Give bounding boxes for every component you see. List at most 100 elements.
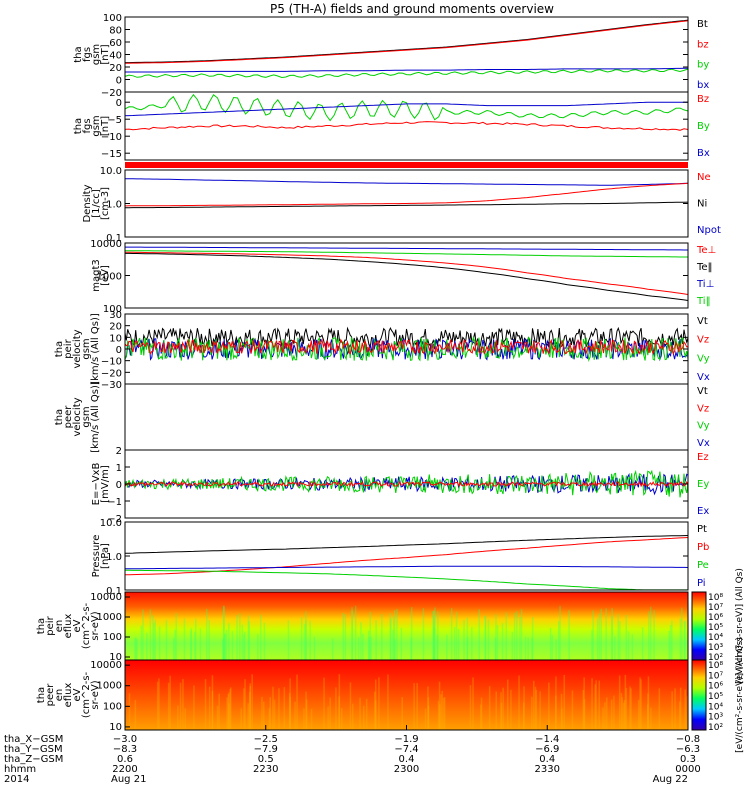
y-axis-label: E=−VxB [91, 463, 102, 506]
y-tick-label: 100 [103, 304, 122, 315]
spectrogram-stripe [534, 686, 537, 730]
spectrogram-stripe [327, 706, 329, 730]
y-axis-label: [cm-3] [100, 187, 111, 220]
legend-label: by [697, 60, 709, 71]
y-axis-label: (cm^2-s- [81, 602, 92, 649]
spectrogram-stripe [507, 679, 509, 730]
series-line-Ti⊥ [125, 246, 688, 251]
y-axis-label: [km/s (All Qs)] [90, 313, 101, 385]
spectrogram-stripe [592, 610, 594, 660]
spectrogram-stripe [471, 627, 473, 660]
series-line-Vz [124, 338, 689, 356]
spectrogram-stripe [625, 615, 627, 660]
x-tick-label: −1.4 [535, 734, 559, 745]
spectrogram-stripe [683, 620, 686, 660]
spectrogram-stripe [627, 631, 630, 660]
spectrogram-stripe [199, 628, 202, 660]
series-line-Npot [124, 178, 689, 186]
spectrogram-stripe [535, 689, 538, 730]
y-tick-label: 0 [116, 345, 122, 356]
colorbar-tick-label: 10⁸ [708, 661, 723, 671]
colorbar-tick-label: 10⁵ [708, 623, 723, 633]
spectrogram-stripe [204, 679, 207, 730]
panel-frame [124, 91, 689, 161]
spectrogram-stripe [598, 613, 601, 660]
spectrogram-stripe [378, 677, 380, 730]
spectrogram-stripe [433, 627, 435, 660]
spectrogram-stripe [551, 635, 553, 660]
spectrogram-stripe [247, 615, 250, 660]
spectrogram-stripe [222, 639, 224, 660]
spectrogram-stripe [571, 690, 574, 730]
spectrogram-stripe [134, 638, 136, 660]
spectrogram-stripe [400, 627, 403, 660]
spectrogram-stripe [524, 636, 527, 660]
spectrogram-stripe [165, 619, 168, 660]
spectrogram-stripe [392, 616, 395, 660]
spectrogram-stripe [604, 702, 606, 730]
spectrogram-stripe [216, 705, 219, 730]
spectrogram-stripe [239, 613, 241, 660]
spectrogram-stripe [533, 680, 535, 730]
y-axis-label: gsm [91, 115, 102, 136]
x-axis-row-label: hhmm [4, 764, 36, 775]
spectrogram-stripe [294, 701, 296, 730]
spectrogram-stripe [466, 637, 469, 660]
spectrogram-stripe [357, 636, 360, 660]
spectrogram-stripe [653, 610, 655, 660]
spectrogram-stripe [427, 686, 429, 730]
spectrogram-stripe [224, 633, 227, 660]
spectrogram-stripe [686, 696, 689, 730]
spectrogram-stripe [438, 681, 441, 730]
y-tick-label: 10 [109, 652, 122, 663]
spectrogram-stripe [679, 618, 682, 660]
y-tick-label: 20 [109, 322, 122, 333]
spectrogram-stripe [231, 631, 234, 660]
spectrogram-stripe [335, 687, 337, 730]
y-tick-label: 80 [109, 26, 122, 37]
spectrogram-stripe [140, 625, 143, 660]
spectrogram-stripe [329, 697, 331, 730]
spectrogram-stripe [222, 638, 225, 660]
spectrogram-stripe [558, 621, 560, 660]
spectrogram-stripe [249, 683, 251, 730]
spectrogram-stripe [433, 615, 435, 660]
spectrogram-stripe [410, 637, 412, 660]
y-axis-label: peer [63, 405, 74, 429]
spectrogram-stripe [648, 611, 650, 660]
spectrogram-stripe [305, 611, 307, 660]
y-axis-label: tha [73, 118, 84, 134]
y-axis-label: velocity [72, 329, 83, 368]
y-tick-label: 10000 [90, 592, 122, 603]
spectrogram-stripe [631, 634, 634, 660]
spectrogram-stripe [679, 687, 682, 730]
legend-label: Te⊥ [696, 245, 716, 256]
spectrogram-stripe [647, 693, 649, 730]
spectrogram-image [125, 660, 688, 730]
y-axis-label: fgs [82, 118, 93, 133]
spectrogram-stripe [531, 616, 534, 660]
y-axis-label: sr-eV) [90, 611, 101, 640]
spectrogram-stripe [523, 686, 525, 730]
spectrogram-stripe [595, 680, 597, 730]
spectrogram-stripe [568, 610, 570, 660]
spectrogram-stripe [442, 697, 445, 730]
spectrogram-stripe [211, 675, 214, 730]
series-line-Bx [124, 101, 688, 117]
spectrogram-stripe [437, 611, 439, 660]
legend-label: Pb [697, 542, 709, 553]
spectrogram-stripe [495, 691, 497, 730]
spectrogram-stripe [434, 607, 436, 660]
y-tick-label: 10000 [90, 660, 122, 671]
spectrogram-stripe [257, 633, 259, 660]
spectrogram-stripe [527, 637, 529, 660]
spectrogram-stripe [375, 620, 377, 660]
y-tick-label: 1000 [97, 272, 122, 283]
spectrogram-stripe [152, 615, 154, 660]
y-axis-label: sr-eV) [90, 680, 101, 709]
y-tick-label: 30 [109, 310, 122, 321]
y-axis-label: [nT] [100, 116, 111, 136]
